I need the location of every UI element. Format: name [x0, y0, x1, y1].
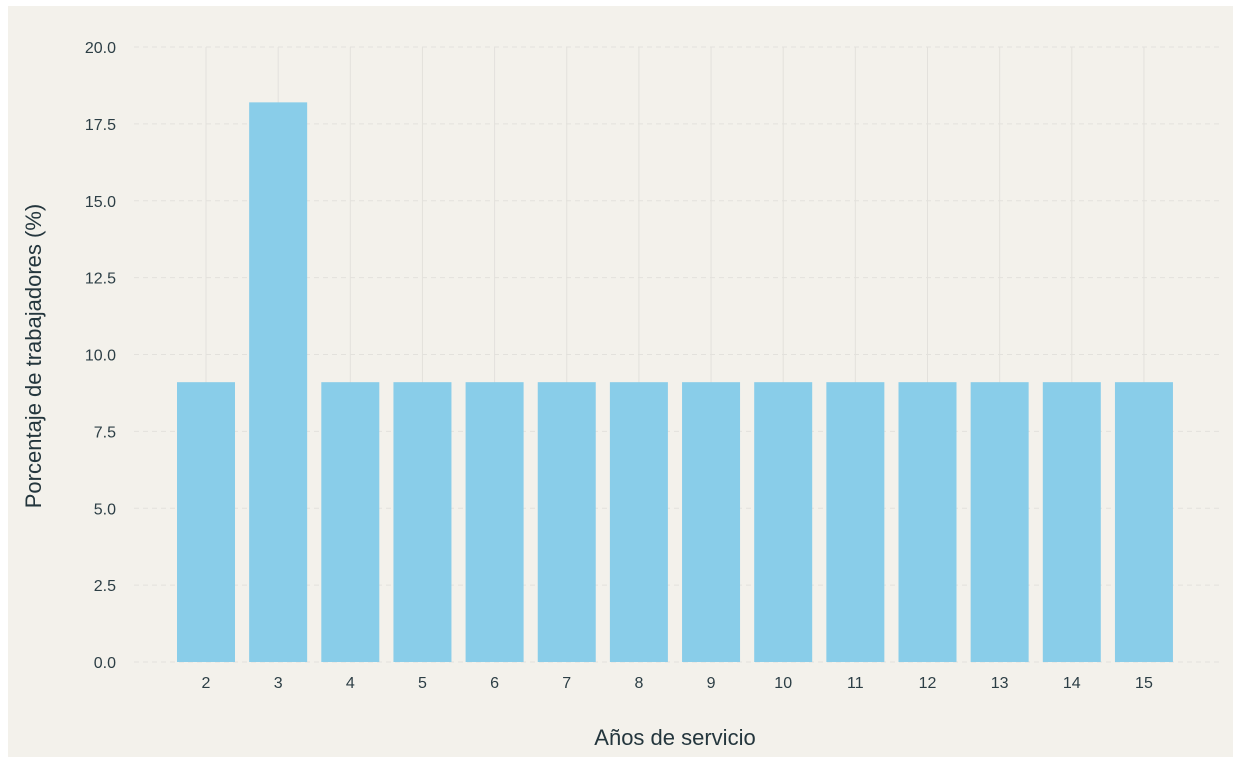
- bar: [970, 382, 1029, 662]
- y-tick-label: 7.5: [94, 424, 116, 441]
- bar: [321, 382, 380, 662]
- y-tick-label: 17.5: [85, 117, 116, 134]
- x-axis-title: Años de servicio: [594, 725, 755, 750]
- y-axis-title: Porcentaje de trabajadores (%): [21, 204, 46, 509]
- x-axis-ticks: 2 3 4 5 6 7 8 9 10 11 12 13 14 15: [202, 675, 1153, 692]
- x-tick-label: 4: [346, 675, 355, 692]
- bar: [826, 382, 885, 662]
- x-tick-label: 6: [490, 675, 499, 692]
- bar: [465, 382, 524, 662]
- bar: [898, 382, 957, 662]
- x-tick-label: 15: [1135, 675, 1153, 692]
- bar: [754, 382, 813, 662]
- x-tick-label: 12: [919, 675, 937, 692]
- bar: [609, 382, 668, 662]
- y-tick-label: 12.5: [85, 271, 116, 288]
- x-tick-label: 2: [202, 675, 211, 692]
- bar: [177, 382, 235, 662]
- bar: [682, 382, 741, 662]
- x-tick-label: 8: [634, 675, 643, 692]
- x-tick-label: 9: [707, 675, 716, 692]
- bars: [177, 102, 1173, 663]
- y-axis-ticks: 0.0 2.5 5.0 7.5 10.0 12.5 15.0 17.5 20.0: [85, 40, 116, 672]
- y-tick-label: 2.5: [94, 578, 116, 595]
- bar: [393, 382, 452, 662]
- y-tick-label: 20.0: [85, 40, 116, 57]
- x-tick-label: 13: [991, 675, 1009, 692]
- x-tick-label: 7: [562, 675, 571, 692]
- y-tick-label: 10.0: [85, 348, 116, 365]
- x-tick-label: 14: [1063, 675, 1081, 692]
- y-tick-label: 0.0: [94, 655, 116, 672]
- y-tick-label: 5.0: [94, 501, 116, 518]
- x-tick-label: 3: [274, 675, 283, 692]
- x-tick-label: 5: [418, 675, 427, 692]
- bar: [249, 102, 308, 663]
- y-tick-label: 15.0: [85, 194, 116, 211]
- x-tick-label: 11: [847, 675, 864, 692]
- x-tick-label: 10: [774, 675, 792, 692]
- bar: [1114, 382, 1173, 662]
- bar: [537, 382, 596, 662]
- bar: [1042, 382, 1101, 662]
